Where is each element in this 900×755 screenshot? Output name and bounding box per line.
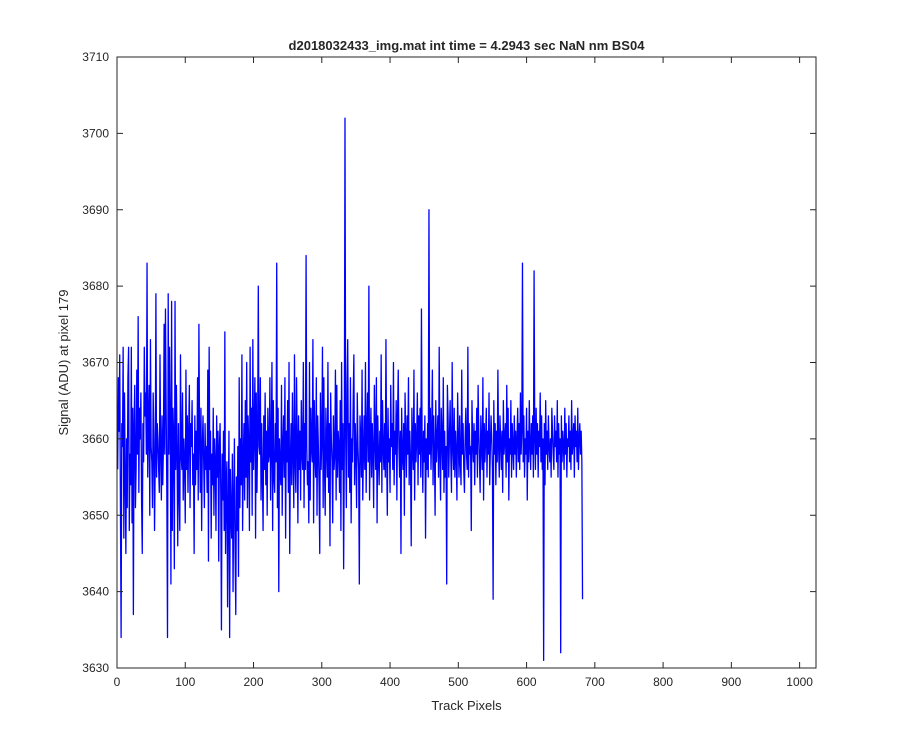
y-tick-label: 3650	[82, 508, 109, 522]
series-layer	[117, 117, 584, 662]
x-tick-label: 1000	[786, 675, 813, 689]
y-tick-label: 3710	[82, 50, 109, 64]
x-tick-label: 0	[114, 675, 121, 689]
y-tick-label: 3660	[82, 432, 109, 446]
x-tick-label: 300	[312, 675, 332, 689]
y-tick-label: 3640	[82, 585, 109, 599]
y-tick-label: 3680	[82, 279, 109, 293]
series-line-1	[117, 117, 584, 662]
y-tick-label: 3700	[82, 126, 109, 140]
x-tick-label: 400	[380, 675, 400, 689]
y-tick-label: 3690	[82, 203, 109, 217]
x-tick-label: 800	[653, 675, 673, 689]
x-tick-label: 900	[721, 675, 741, 689]
y-tick-label: 3630	[82, 661, 109, 675]
y-ticks: 3630 3640 3650 3660 3670 3680 3690 3700 3710	[82, 50, 816, 675]
x-tick-label: 200	[244, 675, 264, 689]
x-ticks: 0 100 200 300 400 500 600 700 800 900 1000	[114, 57, 813, 689]
x-tick-label: 600	[517, 675, 537, 689]
x-tick-label: 100	[175, 675, 195, 689]
x-tick-label: 500	[448, 675, 468, 689]
chart-title: d2018032433_img.mat int time = 4.2943 se…	[289, 38, 646, 53]
y-axis-label: Signal (ADU) at pixel 179	[56, 290, 71, 436]
axes-box	[116, 56, 817, 669]
x-tick-label: 700	[585, 675, 605, 689]
y-tick-label: 3670	[82, 356, 109, 370]
x-axis-label: Track Pixels	[431, 698, 502, 713]
